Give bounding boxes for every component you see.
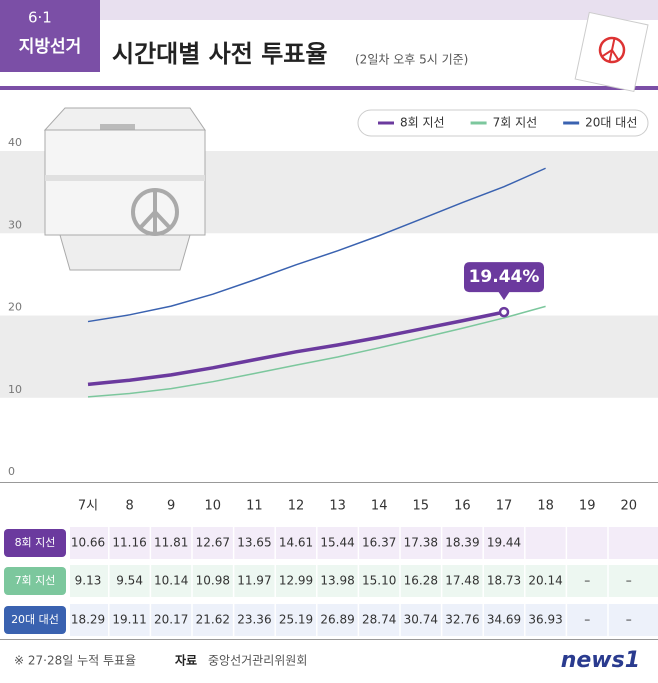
header-band	[0, 0, 658, 20]
cell-value: –	[584, 613, 590, 627]
legend-label: 7회 지선	[493, 116, 538, 130]
cell-value: 12.67	[196, 536, 230, 550]
badge	[0, 0, 100, 72]
cell-value: 19.44	[487, 536, 521, 550]
legend-label: 8회 지선	[400, 116, 445, 130]
column-header: 13	[329, 499, 346, 514]
table-bottom-rule	[0, 639, 658, 640]
cell-value: 12.99	[279, 574, 313, 588]
cell-value: 30.74	[404, 613, 438, 627]
cell-value: 20.17	[154, 613, 188, 627]
column-header: 20	[621, 499, 638, 514]
cell-value: 13.98	[320, 574, 354, 588]
column-header: 10	[205, 499, 222, 514]
row-label-bg	[4, 529, 66, 557]
column-header: 16	[454, 499, 471, 514]
cell-value: –	[626, 574, 632, 588]
badge-top: 6·1	[28, 9, 52, 27]
cell-value: –	[626, 613, 632, 627]
logo: news1	[561, 648, 640, 673]
cell-value: –	[584, 574, 590, 588]
cell-value: 23.36	[237, 613, 271, 627]
column-header: 19	[579, 499, 596, 514]
cell-value: 16.37	[362, 536, 396, 550]
column-header: 7시	[78, 499, 98, 514]
column-header: 15	[413, 499, 430, 514]
cell-value: 10.66	[71, 536, 105, 550]
footnote: ※ 27·28일 누적 투표율	[14, 654, 136, 668]
cell-value: 32.76	[445, 613, 479, 627]
column-header: 11	[246, 499, 263, 514]
y-tick-label: 30	[8, 218, 22, 231]
cell-value: 26.89	[320, 613, 354, 627]
column-header: 9	[167, 499, 175, 514]
series-line	[87, 167, 546, 323]
cell-value: 10.14	[154, 574, 188, 588]
cell-value: 18.73	[487, 574, 521, 588]
row-label: 20대 대선	[11, 613, 59, 626]
callout-pointer	[498, 291, 510, 301]
cell-value: 15.10	[362, 574, 396, 588]
column-header: 18	[537, 499, 554, 514]
legend-box	[357, 109, 649, 137]
cell-value: 34.69	[487, 613, 521, 627]
cell-value: 14.61	[279, 536, 313, 550]
cell-value: 36.93	[528, 613, 562, 627]
callout-box	[464, 262, 544, 293]
row-label: 8회 지선	[15, 536, 56, 549]
column-header: 17	[496, 499, 513, 514]
row-bg	[70, 565, 658, 597]
cell-value: 11.81	[154, 536, 188, 550]
row-label-bg	[4, 606, 66, 634]
y-tick-label: 10	[8, 383, 22, 396]
cell-value: 20.14	[528, 574, 562, 588]
cell-value: 17.48	[445, 574, 479, 588]
y-tick-label: 0	[8, 465, 15, 478]
cell-value: 18.29	[71, 613, 105, 627]
cell-value: 28.74	[362, 613, 396, 627]
row-bg	[70, 527, 658, 559]
cell-value: 11.97	[237, 574, 271, 588]
series-line	[87, 305, 546, 398]
table-top-rule	[0, 482, 658, 483]
row-bg	[70, 604, 658, 636]
series-line	[87, 310, 505, 387]
cell-value: 15.44	[320, 536, 354, 550]
badge-bottom: 지방선거	[19, 37, 82, 57]
cell-value: 19.11	[112, 613, 146, 627]
column-header: 8	[125, 499, 133, 514]
cell-value: 9.13	[75, 574, 102, 588]
column-header: 14	[371, 499, 388, 514]
cell-value: 18.39	[445, 536, 479, 550]
grid-band	[0, 315, 658, 398]
cell-value: 25.19	[279, 613, 313, 627]
cell-value: 16.28	[404, 574, 438, 588]
y-tick-label: 40	[8, 136, 22, 149]
source: 중앙선거관리위원회	[208, 654, 307, 668]
cell-value: 9.54	[116, 574, 143, 588]
row-label-bg	[4, 567, 66, 595]
row-label: 7회 지선	[15, 574, 56, 587]
cell-value: 10.98	[196, 574, 230, 588]
cell-value: 17.38	[404, 536, 438, 550]
source-label: 자료	[175, 653, 197, 668]
legend-label: 20대 대선	[585, 116, 637, 130]
column-header: 12	[288, 499, 305, 514]
y-tick-label: 20	[8, 301, 22, 314]
cell-value: 13.65	[237, 536, 271, 550]
title: 시간대별 사전 투표율	[112, 40, 327, 68]
end-point	[498, 306, 510, 318]
subtitle: (2일차 오후 5시 기준)	[355, 53, 468, 67]
cell-value: 21.62	[196, 613, 230, 627]
header-rule	[0, 86, 658, 90]
ballot-box	[43, 107, 206, 271]
callout-label: 19.44%	[469, 267, 540, 287]
ballot-paper	[574, 11, 649, 93]
cell-value: 11.16	[112, 536, 146, 550]
